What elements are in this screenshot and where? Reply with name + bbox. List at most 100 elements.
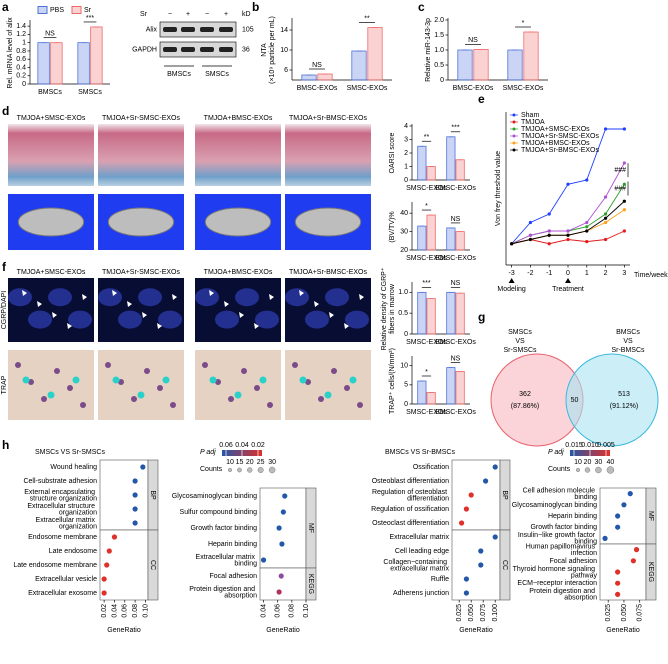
term-line: Ossification: [413, 464, 449, 471]
term-label: Glycosaminoglycan binding: [512, 502, 597, 509]
x-tick-label: 0.04: [111, 604, 118, 618]
trap-cell: [22, 376, 30, 384]
trap-image: [195, 350, 281, 420]
cell: [318, 396, 324, 402]
facet-label: BP: [501, 490, 508, 500]
event-label: Modeling: [497, 286, 526, 293]
category-label: BMSC-EXOs: [435, 339, 476, 346]
y-tick-label: 0: [22, 81, 26, 88]
arrowhead: [112, 290, 117, 296]
term-line: Late endosome: [49, 548, 97, 555]
term-label: Collagen−containing extracellular matrix: [383, 559, 449, 573]
bar: [50, 42, 63, 85]
blot-band: [219, 47, 233, 52]
tissue-blob: [118, 310, 142, 329]
x-tick-label: 0.075: [480, 604, 487, 622]
legend-title: Counts: [200, 466, 223, 473]
x-tick-label: 0.06: [275, 604, 282, 618]
blot-band: [181, 47, 195, 52]
dot: [627, 491, 633, 497]
legend-dot: [512, 127, 516, 131]
bar: [507, 49, 523, 81]
y-tick-label: 0: [404, 401, 408, 408]
y-tick-label: 0: [440, 77, 444, 84]
blot-band: [163, 27, 177, 32]
bar: [446, 367, 456, 405]
trap-cell: [209, 376, 217, 384]
kd-label: 36: [242, 46, 250, 53]
trap-cell: [259, 376, 267, 384]
term-label: Extracellular vesicle: [35, 576, 97, 583]
dot: [282, 493, 288, 499]
dot: [278, 573, 284, 579]
legend-dot: [512, 148, 516, 152]
tissue-blob: [138, 288, 162, 307]
point: [585, 229, 589, 233]
plot-panel: [599, 543, 647, 601]
count-label: 20: [246, 459, 254, 466]
y-tick-label: 20: [400, 247, 408, 254]
term-line: External encapsulating: [24, 489, 97, 496]
y-tick-label: 1.2: [16, 31, 26, 38]
image-label: TMJOA+BMSC-EXOs: [204, 269, 273, 276]
term-label: Human papillomavirus infection: [526, 543, 597, 557]
legend-swatch: [71, 6, 82, 14]
arrowhead: [82, 294, 87, 300]
image-label: TMJOA+BMSC-EXOs: [204, 115, 273, 122]
tissue-blob: [28, 310, 52, 329]
term-line: Wound healing: [50, 464, 97, 471]
sig-label: NS: [451, 280, 461, 287]
bar: [301, 74, 317, 81]
y-tick-label: 0.5: [434, 62, 444, 69]
term-label: Focal adhesion: [550, 558, 598, 565]
dot: [132, 478, 138, 484]
condyle-3d: [294, 207, 362, 237]
histology-image: [195, 124, 281, 186]
trap-image: [8, 350, 94, 420]
x-tick-label: 0.08: [132, 604, 139, 618]
y-tick-label: 1.0: [434, 47, 444, 54]
count-circle: [237, 467, 242, 473]
term-label: ECM−receptor interaction: [517, 580, 597, 587]
y-tick-label: 1.0: [398, 289, 408, 296]
point: [547, 229, 551, 233]
sig-label: *: [425, 203, 428, 210]
term-label: Extracellular matrix organization: [36, 517, 98, 531]
term-label: Heparin binding: [208, 541, 257, 548]
count-circle: [576, 468, 580, 472]
dot: [615, 513, 621, 519]
sig-label: NS: [45, 31, 55, 38]
cell: [202, 362, 208, 368]
term-line: Glycosaminoglycan binding: [172, 493, 257, 500]
panel-letter: e: [478, 92, 485, 106]
fluorescence-image: [195, 278, 281, 342]
dot: [615, 524, 621, 530]
y-axis-label: fibers in marrow: [389, 283, 396, 334]
panel-letter: b: [252, 0, 259, 14]
dot: [280, 509, 286, 515]
sig-label: NS: [312, 62, 322, 69]
arrowhead: [329, 312, 334, 318]
y-tick-label: 1.5: [434, 32, 444, 39]
x-axis-label: GeneRatio: [266, 627, 300, 634]
point: [603, 220, 608, 225]
dot: [492, 534, 498, 540]
cell: [292, 362, 298, 368]
condyle-3d: [17, 207, 85, 237]
y-tick-label: 2.0: [434, 17, 444, 24]
term-label: Cell-substrate adhesion: [23, 478, 97, 485]
event-arrow: [565, 278, 571, 283]
term-line: binding: [574, 494, 597, 501]
image-label: TMJOA+Sr-SMSC-EXOs: [102, 115, 180, 122]
trap-cell: [324, 391, 332, 399]
facet-label: MF: [647, 511, 654, 521]
x-tick-label: 0.02: [101, 604, 108, 618]
event-arrow: [508, 278, 515, 283]
x-tick-label: 1: [585, 270, 589, 277]
padj-tick-label: 0.04: [235, 442, 249, 449]
row-label: TRAP: [1, 375, 8, 394]
y-tick-label: 10: [400, 363, 408, 370]
x-tick-label: 0.06: [122, 604, 129, 618]
term-line: Focal adhesion: [210, 573, 258, 580]
point: [603, 195, 608, 199]
